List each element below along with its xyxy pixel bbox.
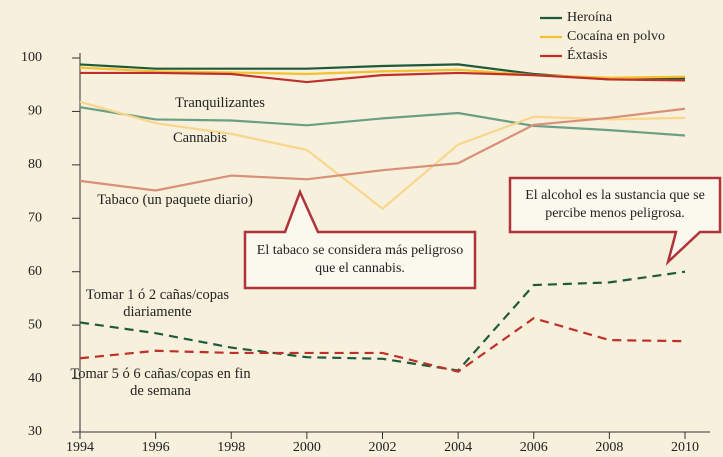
x-tick-label: 2010 — [671, 440, 699, 455]
series-label: Tabaco (un paquete diario) — [97, 192, 253, 208]
x-tick-label: 2002 — [369, 440, 397, 455]
y-tick-label: 50 — [28, 317, 42, 332]
x-tick-label: 2008 — [595, 440, 623, 455]
y-tick-label: 80 — [28, 157, 42, 172]
callout-box — [508, 176, 722, 266]
legend-label: Éxtasis — [567, 46, 607, 63]
annotation: El alcohol es la sustancia que se percib… — [525, 188, 705, 221]
series-label: Tranquilizantes — [175, 95, 265, 111]
callout-shapes — [243, 176, 722, 290]
series-line — [79, 270, 686, 372]
y-tick-label: 100 — [21, 50, 42, 65]
series-line — [79, 316, 686, 373]
series-line — [79, 107, 686, 192]
series-label: Tomar 1 ó 2 cañas/copas diariamente — [85, 287, 230, 320]
y-tick-label: 70 — [28, 211, 42, 226]
x-tick-label: 1994 — [66, 440, 94, 455]
x-tick-label: 2004 — [444, 440, 472, 455]
series-line — [80, 71, 686, 84]
series-label: Tomar 5 ó 6 cañas/copas en fin de semana — [70, 366, 251, 399]
x-tick-label: 2000 — [293, 440, 321, 455]
x-tick-label: 2006 — [520, 440, 548, 455]
legend-label: Heroína — [567, 10, 613, 25]
series-line — [79, 106, 686, 137]
axes: 30 40 50 60 70 80 90 100 1994 1996 1998 2000 2002 200… — [21, 50, 710, 455]
y-tick-label: 90 — [28, 104, 42, 119]
y-tick-label: 40 — [28, 371, 42, 386]
x-tick-label: 1996 — [142, 440, 170, 455]
callout-box — [243, 188, 477, 290]
legend-label: Cocaína en polvo — [567, 29, 665, 44]
annotation: El tabaco se considera más peligroso que… — [256, 243, 464, 276]
series-line — [79, 100, 686, 211]
series-label: Cannabis — [173, 130, 227, 146]
x-tick-label: 1998 — [217, 440, 245, 455]
y-tick-label: 60 — [28, 264, 42, 279]
y-tick-label: 30 — [28, 424, 42, 439]
